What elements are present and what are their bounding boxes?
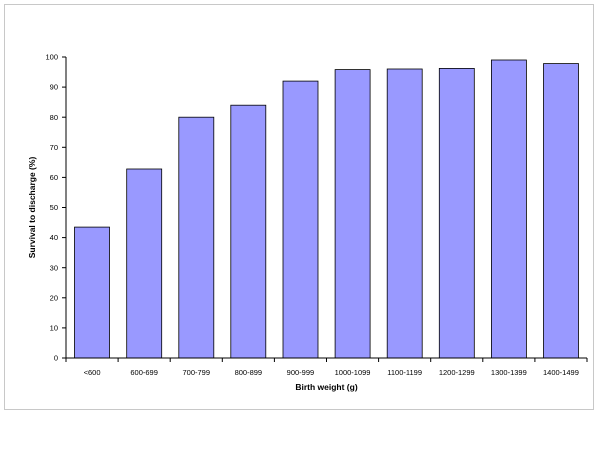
bar-6 (334, 69, 371, 359)
x-tick-label: 1100-1199 (387, 368, 422, 377)
x-tick-label: 900-999 (287, 368, 315, 377)
x-tick-label: 600-699 (130, 368, 158, 377)
y-tick-label: 60 (50, 173, 58, 182)
y-tick-label: 100 (45, 53, 58, 62)
x-tick-label: 1200-1299 (439, 368, 475, 377)
bar-8 (438, 68, 475, 359)
bar-3 (178, 116, 215, 359)
y-tick-label: 70 (50, 143, 58, 152)
bar-7 (386, 68, 423, 359)
y-tick-label: 90 (50, 83, 58, 92)
y-tick-label: 80 (50, 113, 58, 122)
y-tick-label: 40 (50, 233, 58, 242)
y-tick-label: 0 (54, 354, 58, 363)
bar-9 (490, 59, 527, 359)
y-axis-ticks: 0 10 20 30 40 50 60 70 80 90 100 (45, 53, 66, 363)
bar-1 (74, 226, 110, 359)
y-tick-label: 20 (50, 293, 58, 302)
y-tick-label: 50 (50, 203, 58, 212)
y-axis-title: Survival to discharge (%) (27, 157, 37, 259)
x-tick-label: <600 (84, 368, 101, 377)
bar-10 (543, 63, 579, 359)
x-axis-title: Birth weight (g) (295, 382, 357, 392)
bar-5 (282, 80, 319, 359)
x-tick-label: 800-899 (235, 368, 263, 377)
y-tick-label: 10 (50, 324, 58, 333)
x-axis-ticks: <600 600-699 700-799 800-899 900-999 1000-109… (65, 358, 588, 377)
bar-4 (230, 104, 267, 359)
bars (74, 59, 579, 359)
x-tick-label: 1300-1399 (491, 368, 527, 377)
x-tick-label: 1000-1099 (335, 368, 371, 377)
bar-2 (126, 168, 163, 359)
x-tick-label: 700-799 (182, 368, 210, 377)
x-tick-label: 1400-1499 (543, 368, 579, 377)
y-tick-label: 30 (50, 263, 58, 272)
